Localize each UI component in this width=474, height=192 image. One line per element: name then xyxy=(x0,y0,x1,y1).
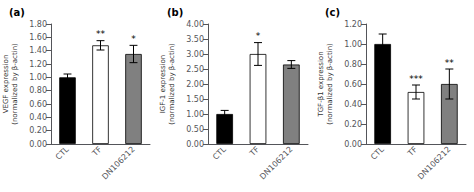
svg-text:0.60: 0.60 xyxy=(344,80,362,89)
svg-text:4.00: 4.00 xyxy=(186,20,204,29)
svg-text:CTL: CTL xyxy=(369,144,386,161)
svg-text:*: * xyxy=(256,31,261,41)
svg-text:0.60: 0.60 xyxy=(29,100,47,109)
svg-text:IGF-1 expression: IGF-1 expression xyxy=(159,55,167,113)
svg-text:DN106212: DN106212 xyxy=(258,145,294,181)
svg-text:DN106212: DN106212 xyxy=(100,145,136,181)
svg-text:0.50: 0.50 xyxy=(186,125,204,134)
svg-text:1.80: 1.80 xyxy=(29,20,47,29)
svg-text:(normalized by β-actin): (normalized by β-actin) xyxy=(168,43,176,125)
svg-text:*: * xyxy=(131,34,136,44)
svg-text:1.20: 1.20 xyxy=(29,60,47,69)
svg-text:0.40: 0.40 xyxy=(344,100,362,109)
svg-text:TF: TF xyxy=(405,145,419,159)
svg-text:(c): (c) xyxy=(325,7,340,18)
svg-text:**: ** xyxy=(445,58,455,68)
svg-text:(a): (a) xyxy=(9,7,25,18)
svg-text:0.40: 0.40 xyxy=(29,113,47,122)
svg-text:1.00: 1.00 xyxy=(29,73,47,82)
svg-text:1.20: 1.20 xyxy=(344,20,362,29)
svg-text:2.00: 2.00 xyxy=(186,80,204,89)
svg-text:1.00: 1.00 xyxy=(186,110,204,119)
svg-text:CTL: CTL xyxy=(211,144,228,161)
svg-text:CTL: CTL xyxy=(54,144,71,161)
svg-text:(b): (b) xyxy=(167,7,183,18)
svg-text:(normalized by β-actin): (normalized by β-actin) xyxy=(11,43,19,125)
svg-text:DN106212: DN106212 xyxy=(416,145,452,181)
svg-text:***: *** xyxy=(409,74,423,84)
svg-text:0.00: 0.00 xyxy=(186,140,204,149)
svg-text:1.00: 1.00 xyxy=(344,40,362,49)
svg-text:1.60: 1.60 xyxy=(29,33,47,42)
svg-text:TF: TF xyxy=(90,145,104,159)
svg-text:0.80: 0.80 xyxy=(344,60,362,69)
svg-text:3.50: 3.50 xyxy=(186,35,204,44)
svg-text:**: ** xyxy=(96,29,106,39)
svg-text:0.80: 0.80 xyxy=(29,86,47,95)
svg-text:TF: TF xyxy=(247,145,261,159)
svg-text:TGF-β1 expression: TGF-β1 expression xyxy=(317,51,325,117)
svg-text:1.40: 1.40 xyxy=(29,46,47,55)
svg-text:1.50: 1.50 xyxy=(186,95,204,104)
svg-text:0.00: 0.00 xyxy=(344,140,362,149)
svg-text:(normalized by β-actin): (normalized by β-actin) xyxy=(326,43,334,125)
svg-text:0.20: 0.20 xyxy=(29,126,47,135)
svg-text:VEGF expression: VEGF expression xyxy=(2,55,10,114)
svg-text:0.00: 0.00 xyxy=(29,140,47,149)
svg-text:2.50: 2.50 xyxy=(186,65,204,74)
svg-text:3.00: 3.00 xyxy=(186,50,204,59)
svg-text:0.20: 0.20 xyxy=(344,120,362,129)
